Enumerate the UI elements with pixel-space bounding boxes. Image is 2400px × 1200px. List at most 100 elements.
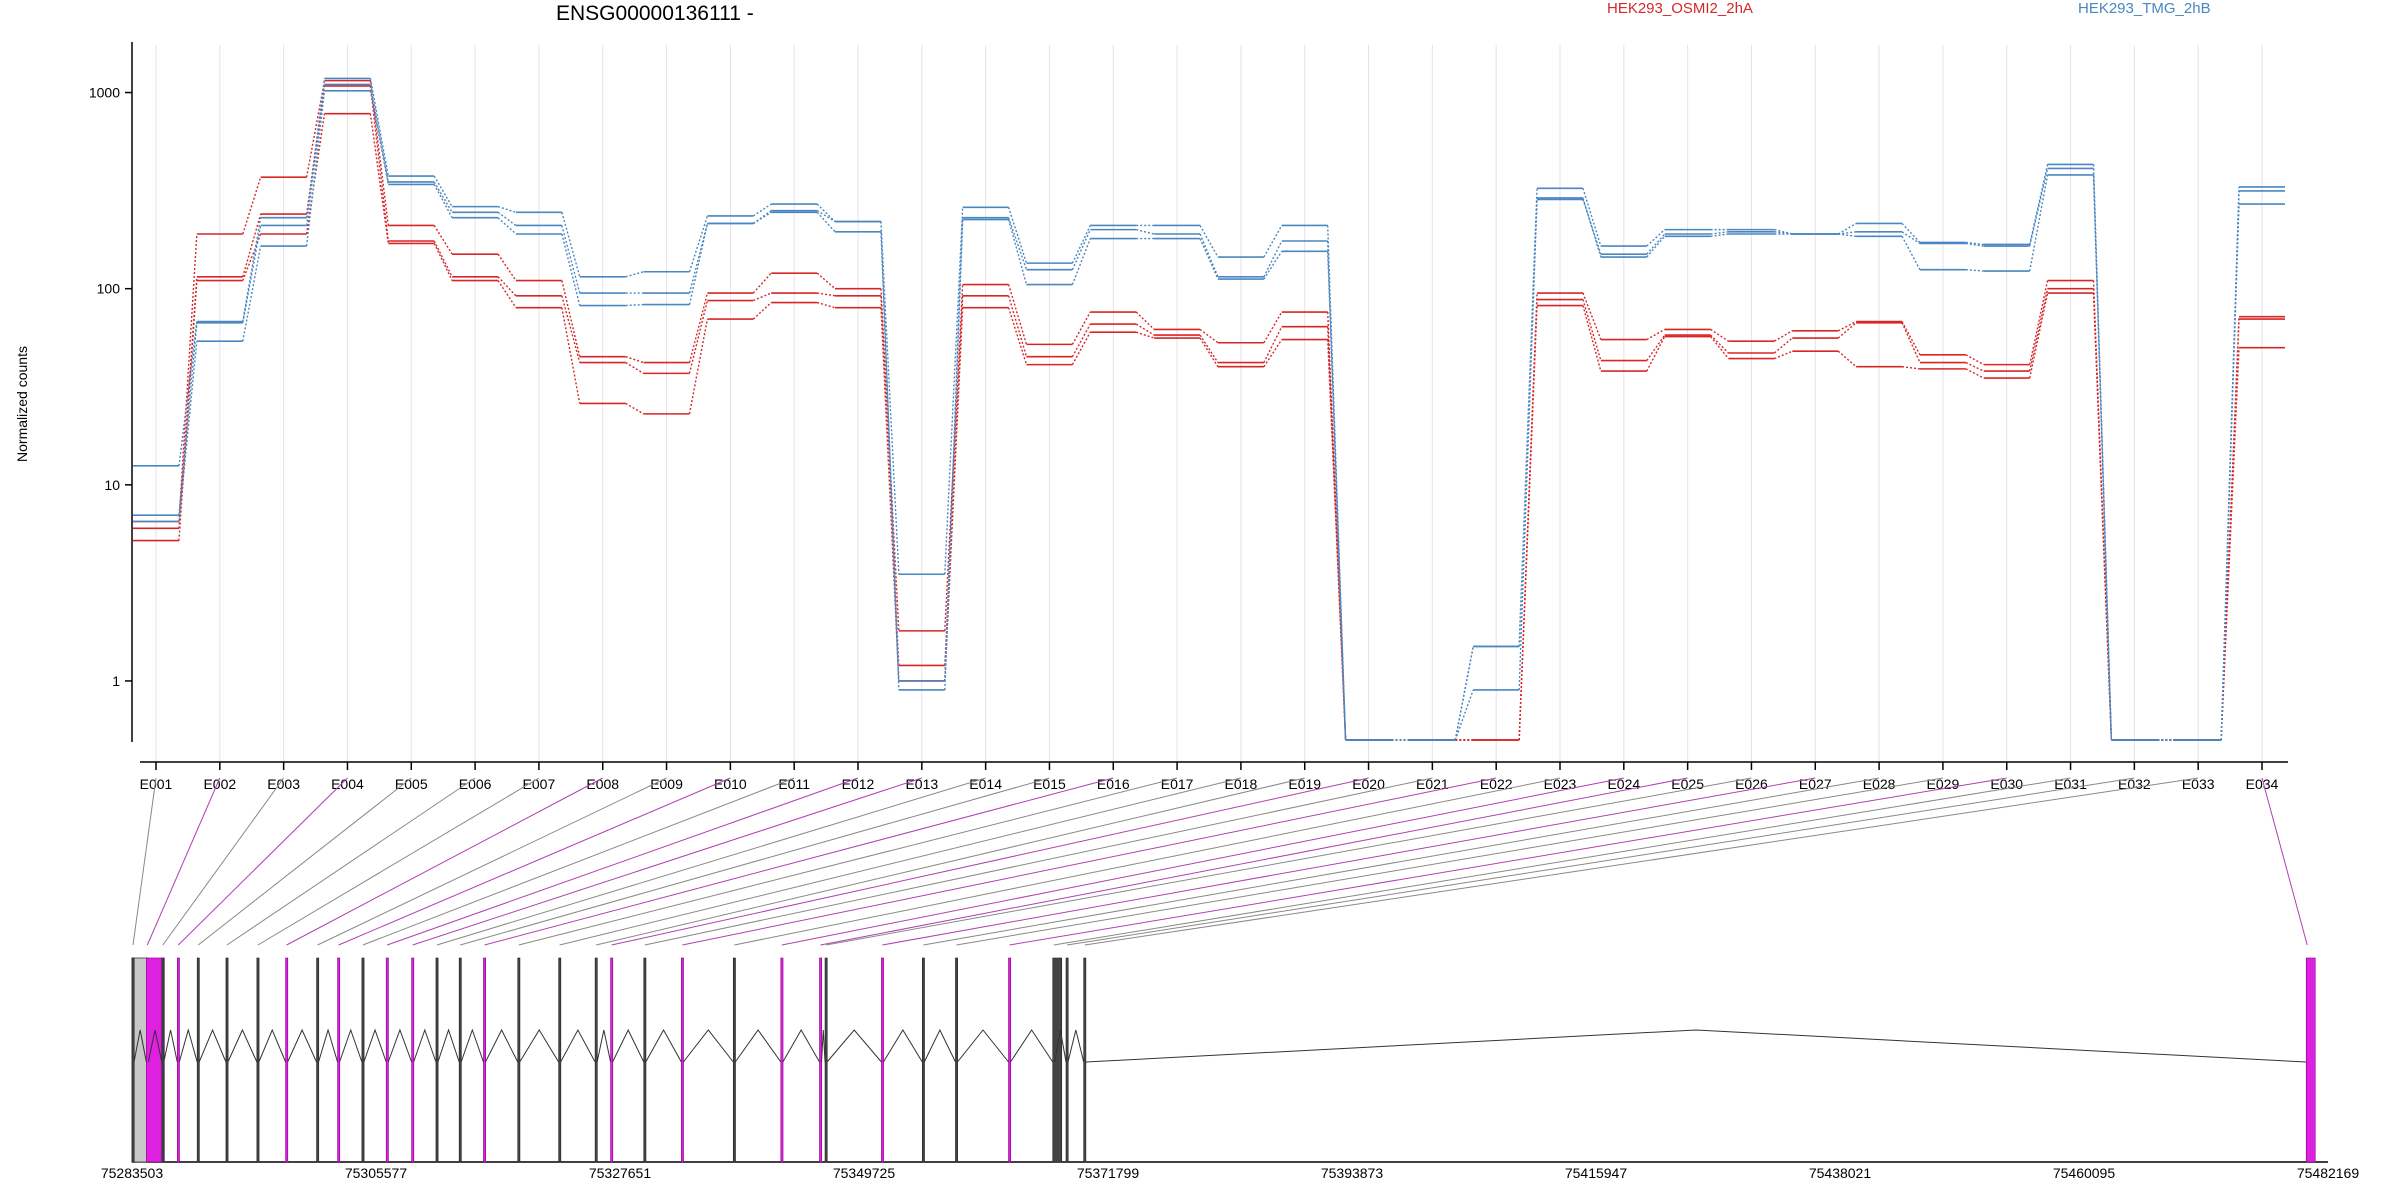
series-connector xyxy=(1518,197,1538,647)
series-connector xyxy=(752,272,772,294)
series-connector xyxy=(178,322,198,516)
series-connector xyxy=(816,272,836,290)
gene-exon xyxy=(517,957,521,1163)
series-connector xyxy=(1646,235,1666,258)
series-connector xyxy=(1646,229,1666,247)
exon-connector xyxy=(1053,777,2071,946)
series-connector xyxy=(433,225,453,255)
x-tick-label: E022 xyxy=(1480,776,1513,792)
series-connector xyxy=(242,177,262,235)
gene-coordinate-label: 75460095 xyxy=(2053,1165,2116,1181)
series-connector xyxy=(1263,311,1283,344)
gene-exon xyxy=(594,957,598,1163)
series-connector xyxy=(1837,322,1857,339)
series-connector xyxy=(433,243,453,281)
gene-intron xyxy=(413,1028,437,1063)
x-tick-label: E013 xyxy=(905,776,938,792)
series-connector xyxy=(1774,228,1793,235)
x-tick-label: E033 xyxy=(2182,776,2215,792)
series-connector xyxy=(625,402,644,415)
gene-exon xyxy=(161,957,165,1163)
gene-intron xyxy=(287,1028,318,1063)
gene-intron xyxy=(1010,1029,1054,1063)
gene-exon xyxy=(131,957,135,1163)
series-connector xyxy=(2029,174,2049,272)
exon-connector xyxy=(596,777,1305,946)
series-connector xyxy=(1199,225,1219,258)
series-connector xyxy=(1071,225,1091,264)
gene-coordinate-label: 75482169 xyxy=(2297,1165,2360,1181)
series-connector xyxy=(1837,350,1857,368)
gene-intron xyxy=(178,1028,198,1063)
gene-intron xyxy=(163,1029,178,1063)
exon-connector xyxy=(882,777,1816,946)
series-connector xyxy=(1774,350,1793,360)
exon-connector xyxy=(197,777,412,946)
series-connector xyxy=(944,219,964,690)
gene-intron xyxy=(1067,1029,1085,1063)
x-tick-label: E012 xyxy=(842,776,875,792)
gene-exon xyxy=(337,957,341,1163)
series-connector xyxy=(2220,190,2240,741)
gene-intron xyxy=(258,1028,287,1063)
series-connector xyxy=(880,221,900,575)
series-connector xyxy=(625,361,644,374)
gene-intron xyxy=(734,1029,782,1063)
gene-intron xyxy=(560,1028,596,1063)
series-connector xyxy=(2092,168,2113,741)
gene-coordinate-label: 75415947 xyxy=(1565,1165,1628,1181)
gene-exon xyxy=(2305,957,2316,1163)
series-connector xyxy=(433,240,453,278)
gene-coordinate-label: 75305577 xyxy=(345,1165,408,1181)
series-connector xyxy=(688,318,709,414)
series-connector xyxy=(816,301,836,309)
series-connector xyxy=(1263,225,1283,258)
series-connector xyxy=(1901,366,1921,370)
series-connector xyxy=(1263,326,1283,363)
series-connector xyxy=(1135,311,1155,330)
gene-exon xyxy=(385,957,389,1163)
y-axis-label: Normalized counts xyxy=(14,346,30,462)
series-connector xyxy=(1901,222,1921,243)
series-connector xyxy=(497,276,517,297)
gene-exon xyxy=(955,957,958,1163)
series-connector xyxy=(1007,284,1028,345)
x-tick-label: E034 xyxy=(2246,776,2279,792)
exon-connector xyxy=(781,777,1624,946)
x-tick-label: E005 xyxy=(395,776,428,792)
series-connector xyxy=(1774,231,1793,235)
gene-exon xyxy=(225,957,229,1163)
x-tick-label: E029 xyxy=(1927,776,1960,792)
gene-exon xyxy=(411,957,415,1163)
series-connector xyxy=(1327,251,1347,741)
gene-coordinate-label: 75371799 xyxy=(1077,1165,1140,1181)
gene-exon xyxy=(176,957,180,1163)
series-connector xyxy=(242,217,262,322)
series-connector xyxy=(2220,204,2240,741)
gene-intron xyxy=(227,1028,258,1063)
exon-connector xyxy=(362,777,795,946)
series-connector xyxy=(1007,295,1028,357)
series-connector xyxy=(688,223,709,305)
series-connector xyxy=(305,84,326,226)
series-connector xyxy=(561,233,581,306)
gene-coordinate-label: 75327651 xyxy=(589,1165,652,1181)
gene-exon xyxy=(256,957,260,1163)
legend-entry-osmi: HEK293_OSMI2_2hA xyxy=(1607,0,1753,17)
series-connector xyxy=(1454,646,1474,741)
series-connector xyxy=(369,80,389,226)
series-connector xyxy=(1007,307,1028,365)
gene-exon xyxy=(681,957,684,1163)
gene-intron xyxy=(821,1029,826,1063)
series-connector xyxy=(433,181,453,213)
series-connector xyxy=(1646,334,1666,361)
exon-connector xyxy=(286,777,603,946)
gene-exon xyxy=(196,957,200,1163)
series-connector xyxy=(242,233,262,281)
series-connector xyxy=(1582,305,1602,372)
series-connector xyxy=(2029,164,2049,245)
series-connector xyxy=(752,211,772,225)
x-tick-label: E004 xyxy=(331,776,364,792)
x-tick-label: E006 xyxy=(459,776,492,792)
gene-intron xyxy=(437,1028,460,1063)
